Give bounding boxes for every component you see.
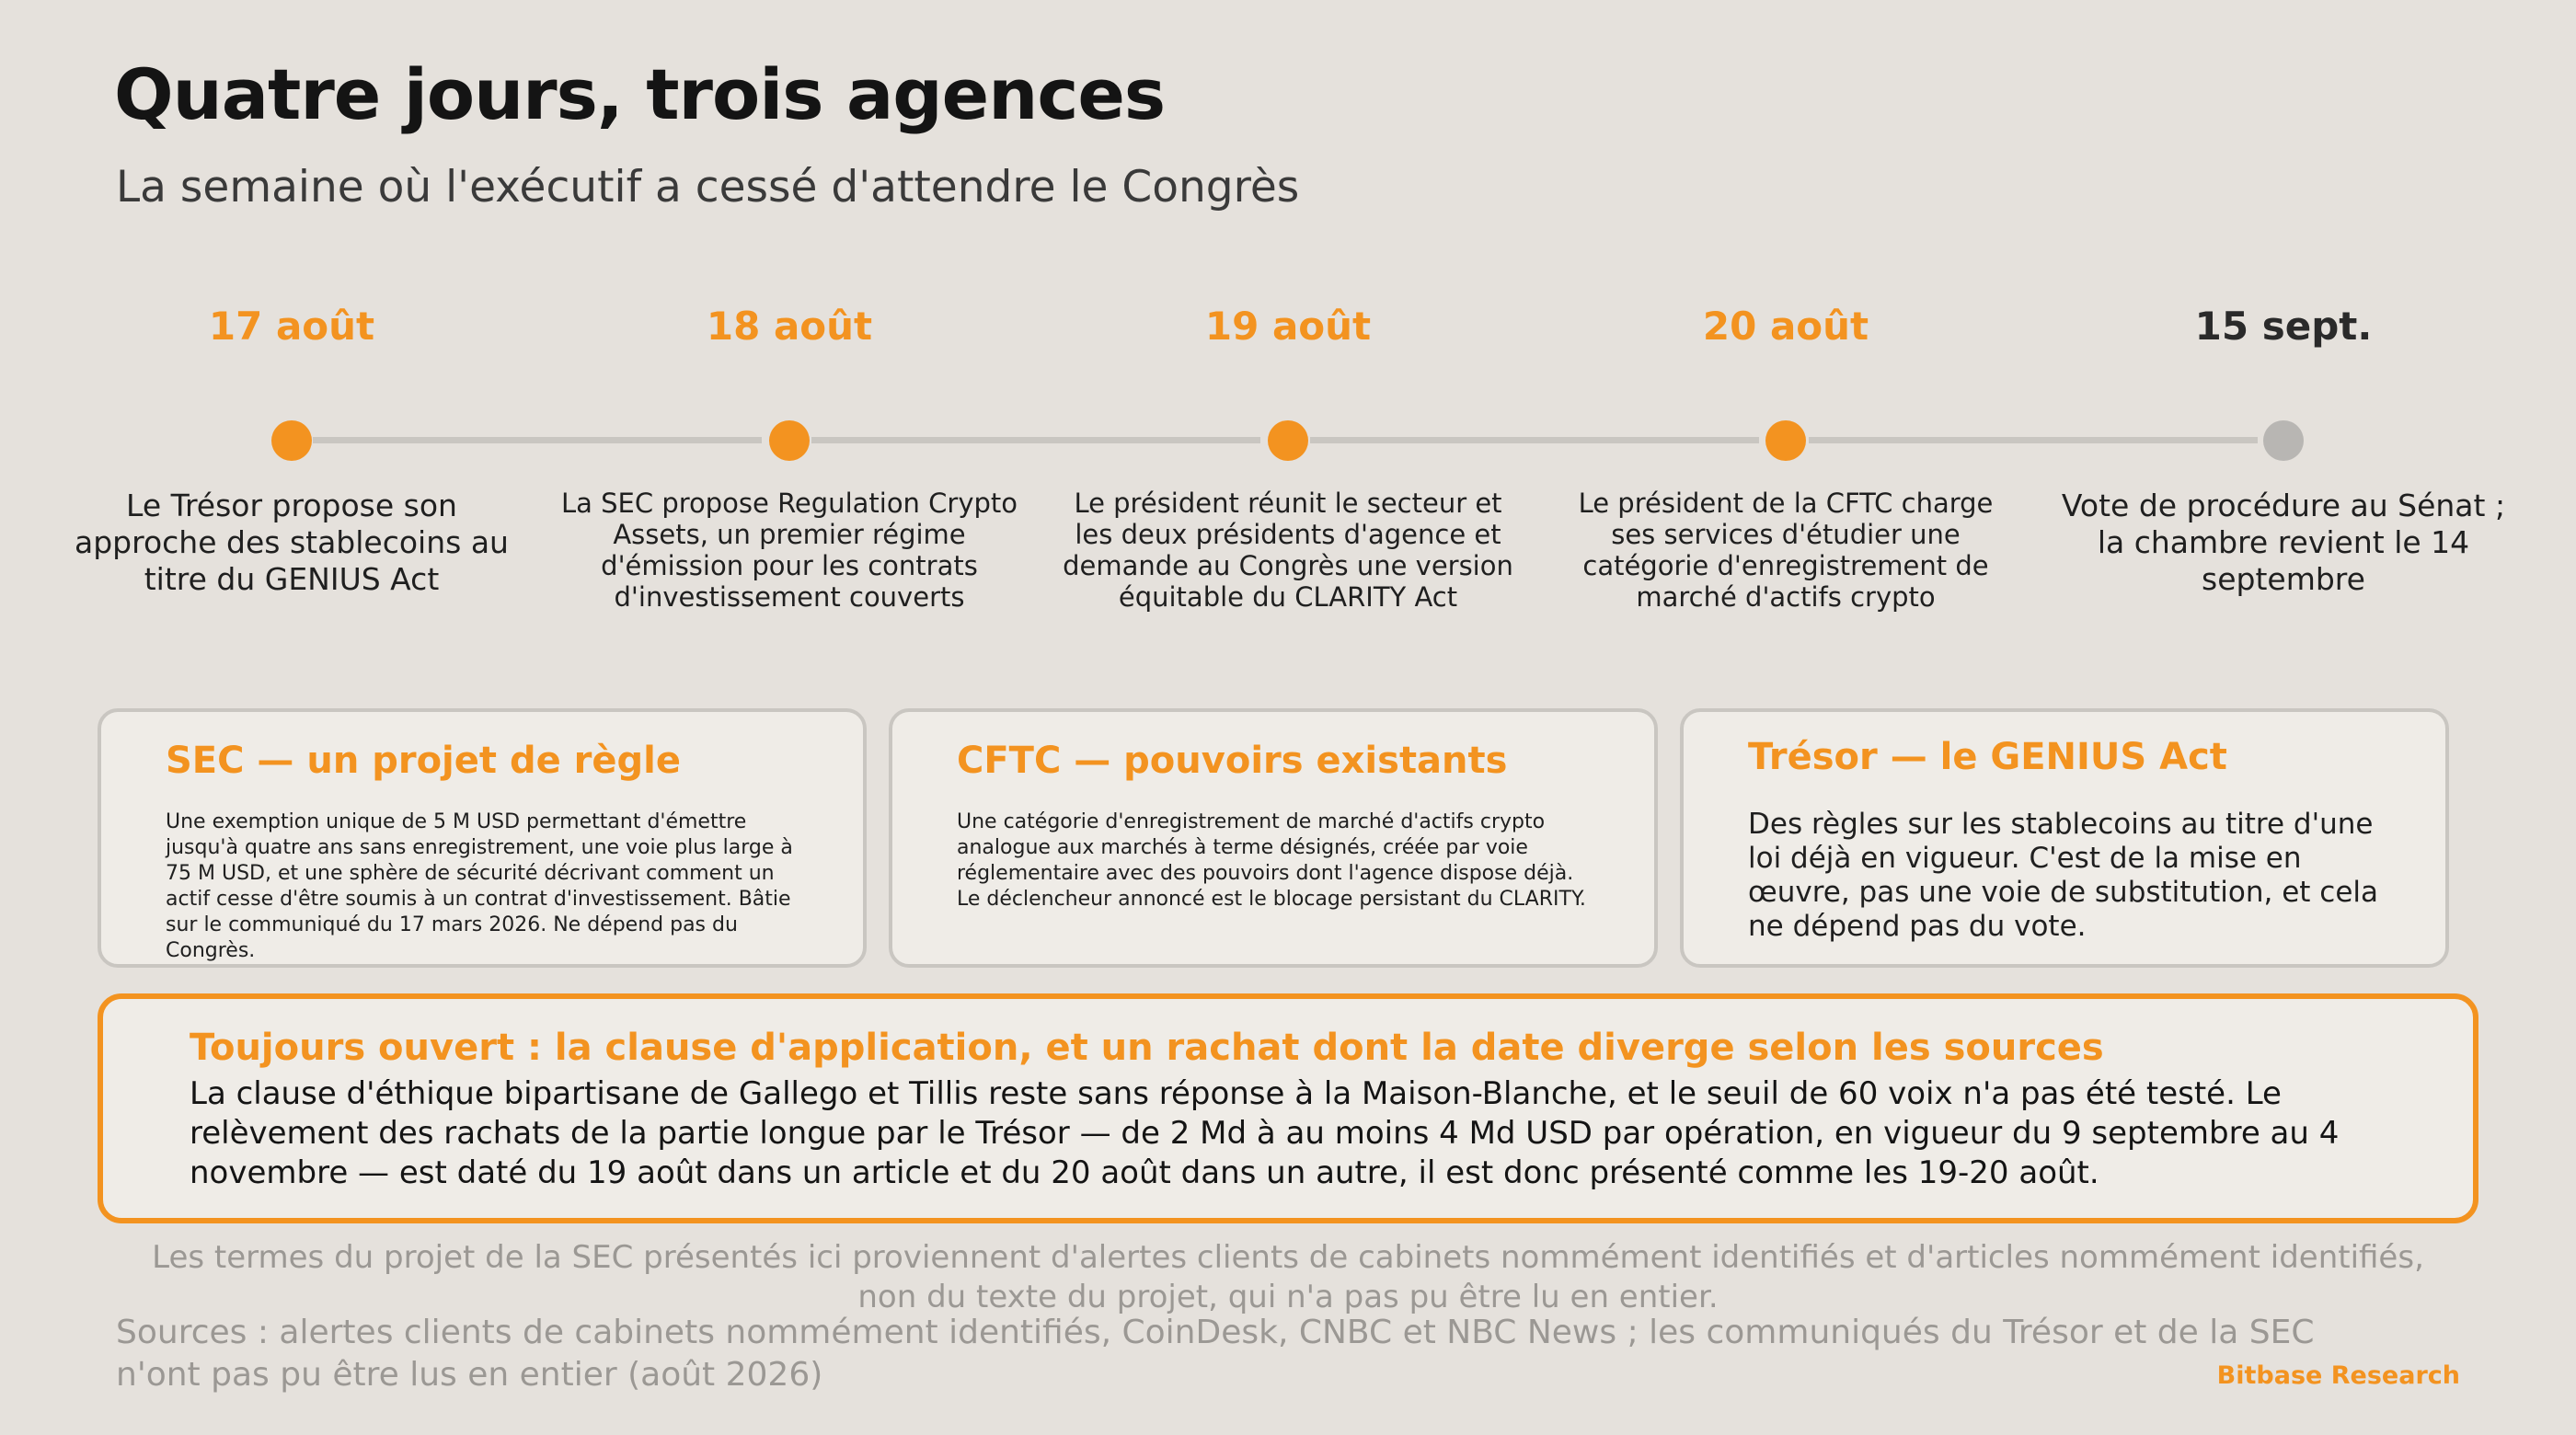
- card-body: Une exemption unique de 5 M USD permetta…: [166, 810, 793, 962]
- timeline-event-text: Le président de la CFTC charge ses servi…: [1578, 488, 1994, 613]
- timeline-connector: [313, 437, 762, 443]
- timeline-date: 17 août: [208, 304, 375, 349]
- timeline-date: 20 août: [1702, 304, 1869, 349]
- open-issue-body: La clause d'éthique bipartisane de Galle…: [190, 1075, 2340, 1191]
- timeline-event-text: Vote de procédure au Sénat ; la chambre …: [2061, 488, 2506, 597]
- agency-card-cftc: CFTC — pouvoirs existants Une catégorie …: [889, 708, 1658, 968]
- timeline-connector: [811, 437, 1260, 443]
- timeline-dot: [769, 420, 810, 461]
- timeline-date: 18 août: [706, 304, 873, 349]
- timeline-dot: [1268, 420, 1308, 461]
- timeline-connector: [1310, 437, 1759, 443]
- sources-text: Sources : alertes clients de cabinets no…: [116, 1314, 2315, 1394]
- card-title: SEC — un projet de règle: [166, 740, 681, 782]
- agency-card-tresor: Trésor — le GENIUS Act Des règles sur le…: [1680, 708, 2449, 968]
- timeline-date: 19 août: [1204, 304, 1372, 349]
- timeline-dot: [1765, 420, 1806, 461]
- timeline-event-text: Le Trésor propose son approche des stabl…: [75, 488, 509, 597]
- timeline-date: 15 sept.: [2194, 304, 2373, 349]
- page-subtitle: La semaine où l'exécutif a cessé d'atten…: [116, 162, 1300, 212]
- timeline-dot: [2263, 420, 2304, 461]
- timeline-dot: [271, 420, 312, 461]
- card-body: Une catégorie d'enregistrement de marché…: [957, 810, 1586, 911]
- card-title: Trésor — le GENIUS Act: [1748, 736, 2227, 778]
- timeline-connector: [1809, 437, 2258, 443]
- timeline-event-text: Le président réunit le secteur et les de…: [1063, 488, 1513, 613]
- timeline-event-text: La SEC propose Regulation Crypto Assets,…: [560, 488, 1018, 613]
- brand-label: Bitbase Research: [2216, 1361, 2460, 1390]
- footnote: Les termes du projet de la SEC présentés…: [152, 1239, 2424, 1315]
- open-issue-box: Toujours ouvert : la clause d'applicatio…: [98, 993, 2478, 1223]
- page-title: Quatre jours, trois agences: [114, 53, 1166, 135]
- card-body: Des règles sur les stablecoins au titre …: [1748, 808, 2378, 943]
- agency-card-sec: SEC — un projet de règle Une exemption u…: [98, 708, 867, 968]
- card-title: CFTC — pouvoirs existants: [957, 740, 1508, 782]
- open-issue-title: Toujours ouvert : la clause d'applicatio…: [190, 1027, 2104, 1069]
